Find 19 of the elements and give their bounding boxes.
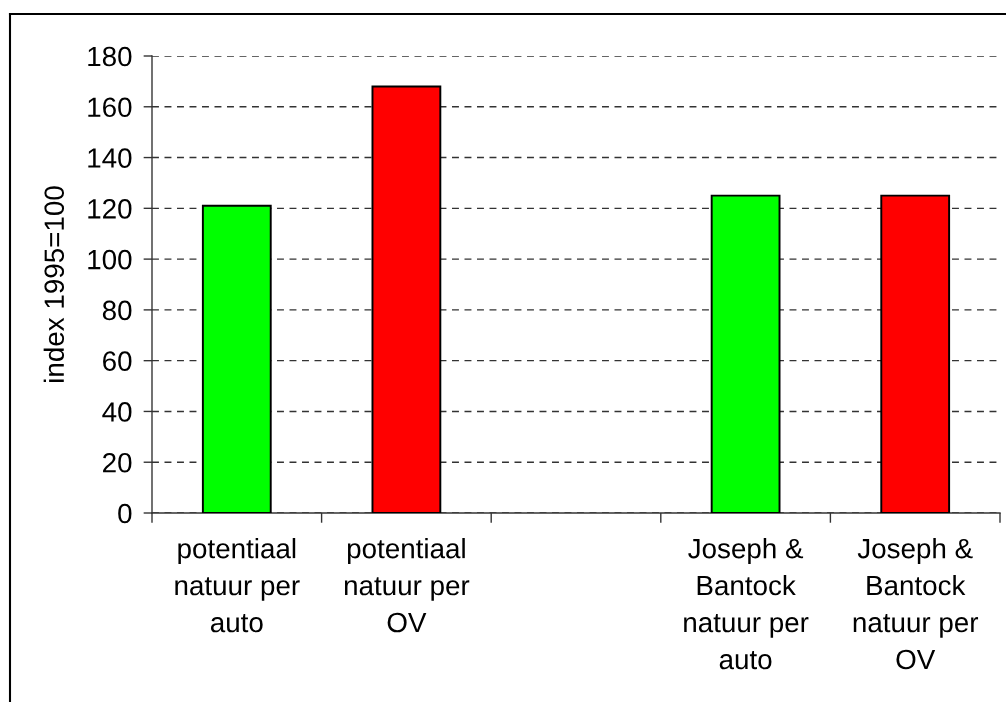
y-tick-label: 60 bbox=[103, 351, 132, 372]
x-tick-label: potentiaal natuur per auto bbox=[175, 538, 300, 633]
y-tick-label: 80 bbox=[102, 300, 132, 321]
bar bbox=[710, 194, 781, 513]
y-tick-label: 140 bbox=[88, 148, 132, 168]
y-tick-label: 100 bbox=[88, 249, 132, 270]
bar bbox=[880, 194, 951, 513]
x-tick-label: Joseph & Bantock natuur per auto bbox=[684, 538, 809, 670]
bar bbox=[371, 85, 442, 513]
y-axis-title: index 1995=100 bbox=[43, 186, 65, 382]
y-tick-label: 120 bbox=[88, 199, 132, 219]
y-tick-label: 40 bbox=[102, 402, 132, 422]
x-tick-label: potentiaal natuur per OV bbox=[344, 538, 470, 633]
x-tick-label: Joseph & Bantock natuur per OV bbox=[853, 538, 979, 670]
bar bbox=[201, 204, 272, 513]
y-tick-label: 20 bbox=[103, 452, 132, 473]
y-tick-label: 180 bbox=[88, 46, 132, 67]
y-tick-label: 0 bbox=[118, 503, 132, 524]
y-tick-label: 160 bbox=[88, 97, 132, 118]
